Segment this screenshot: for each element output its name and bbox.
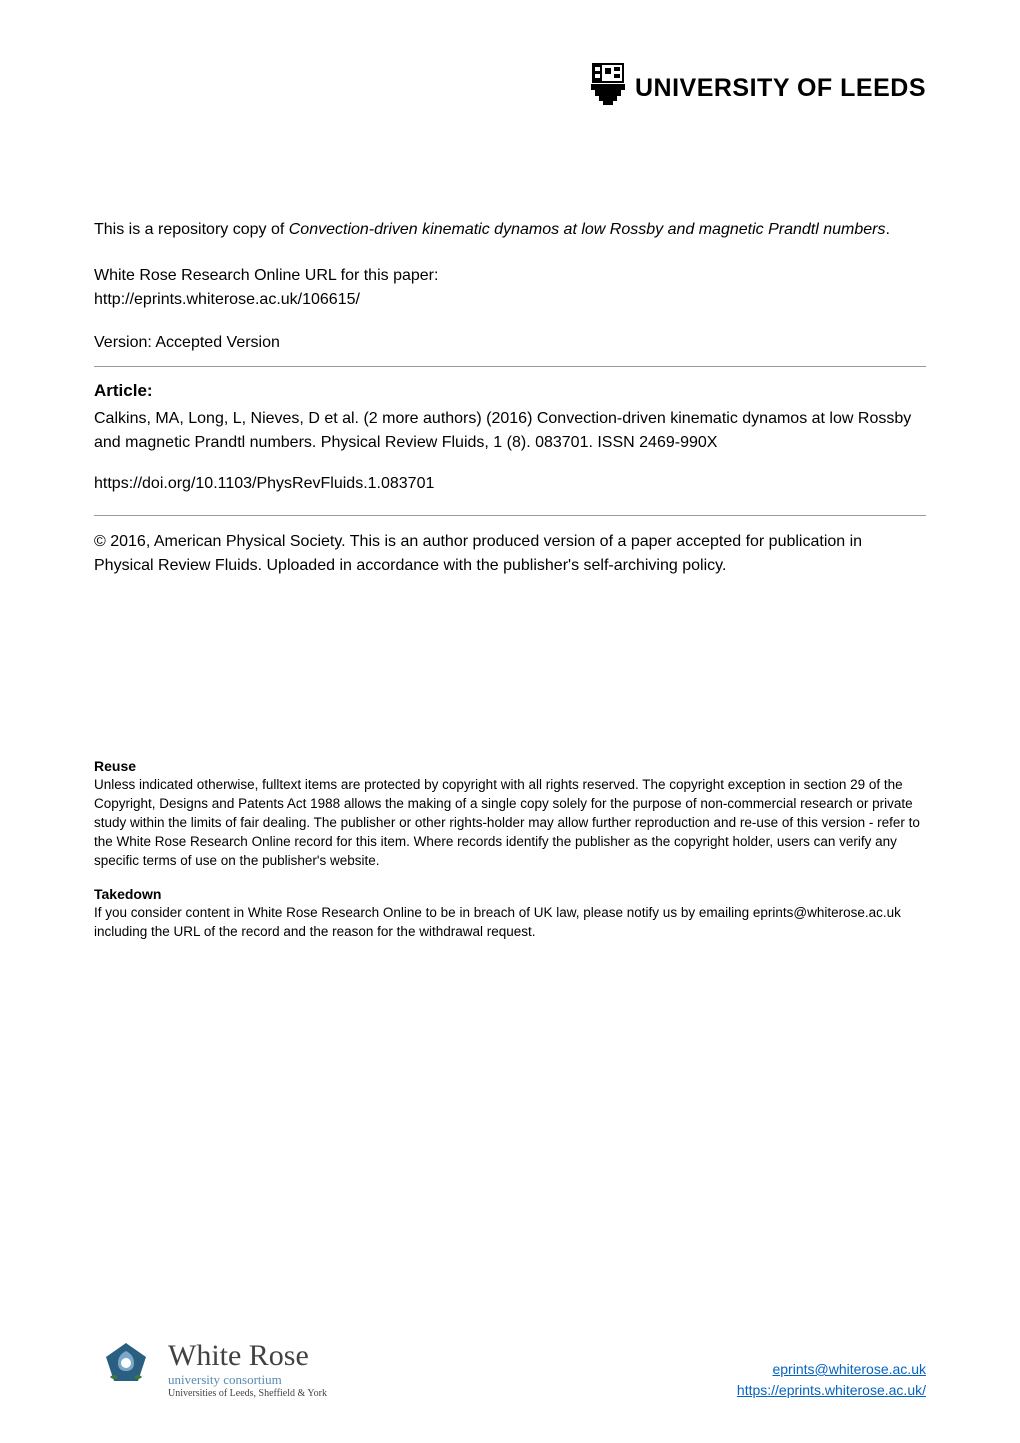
takedown-heading: Takedown (94, 886, 926, 902)
license-text: © 2016, American Physical Society. This … (94, 530, 926, 578)
university-logo: UNIVERSITY OF LEEDS (589, 62, 926, 114)
paper-title: Convection-driven kinematic dynamos at l… (289, 221, 886, 238)
intro-prefix: This is a repository copy of (94, 221, 289, 238)
article-doi: https://doi.org/10.1103/PhysRevFluids.1.… (94, 475, 926, 493)
url-label: White Rose Research Online URL for this … (94, 264, 926, 288)
footer-site-link[interactable]: https://eprints.whiterose.ac.uk/ (737, 1382, 926, 1398)
footer-links: eprints@whiterose.ac.uk https://eprints.… (737, 1359, 926, 1401)
footer-text-group: White Rose university consortium Univers… (168, 1339, 327, 1399)
article-section: Article: Calkins, MA, Long, L, Nieves, D… (94, 381, 926, 493)
reuse-heading: Reuse (94, 758, 926, 774)
repository-intro: This is a repository copy of Convection-… (94, 218, 926, 242)
version-line: Version: Accepted Version (94, 334, 926, 352)
footer-email-link[interactable]: eprints@whiterose.ac.uk (772, 1361, 926, 1377)
footer-brand: White Rose (168, 1339, 327, 1372)
reuse-section: Reuse Unless indicated otherwise, fullte… (94, 758, 926, 870)
divider-bottom (94, 515, 926, 516)
reuse-body: Unless indicated otherwise, fulltext ite… (94, 776, 926, 870)
url-block: White Rose Research Online URL for this … (94, 264, 926, 312)
takedown-body: If you consider content in White Rose Re… (94, 904, 926, 942)
footer-tagline: university consortium (168, 1372, 327, 1388)
takedown-section: Takedown If you consider content in Whit… (94, 886, 926, 942)
university-name: UNIVERSITY OF LEEDS (635, 74, 926, 103)
url-value: http://eprints.whiterose.ac.uk/106615/ (94, 288, 926, 312)
intro-suffix: . (885, 221, 889, 238)
university-shield-icon (589, 62, 627, 114)
footer: White Rose university consortium Univers… (94, 1337, 926, 1401)
white-rose-icon (94, 1337, 158, 1401)
footer-logo-group: White Rose university consortium Univers… (94, 1337, 327, 1401)
divider-top (94, 366, 926, 367)
article-citation: Calkins, MA, Long, L, Nieves, D et al. (… (94, 407, 926, 455)
footer-subtag: Universities of Leeds, Sheffield & York (168, 1388, 327, 1399)
article-heading: Article: (94, 381, 926, 401)
